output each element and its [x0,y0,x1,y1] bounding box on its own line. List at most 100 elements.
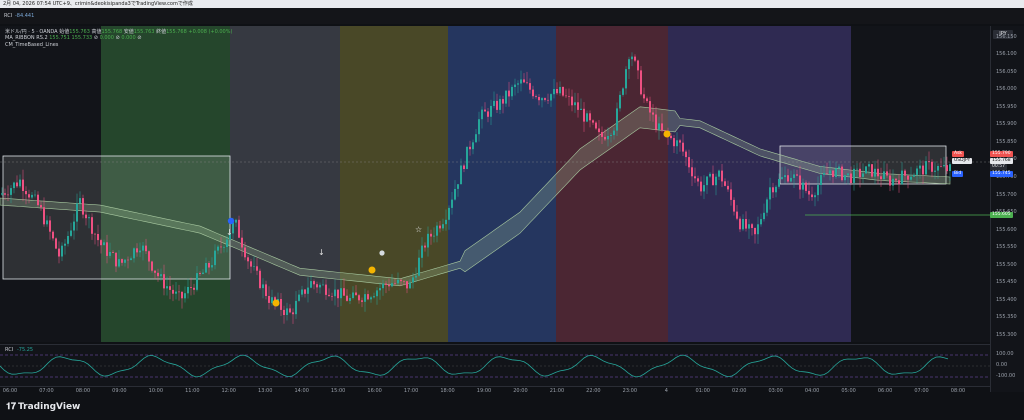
candle-body [319,284,321,288]
candle-body [205,263,207,273]
symbol-legend[interactable]: 米ドル/円 · 5 · OANDA 始値155.763 高値155.768 安値… [5,28,232,35]
session-band-blue [448,26,556,342]
candle-body [844,175,846,181]
time-tick: 07:00 [39,388,54,394]
price-tick: 155.850 [996,138,1017,145]
ribbon-legend[interactable]: MA_RIBBON RS.2 155.751 155.733 ⊘ 0.000 ⊘… [5,35,141,41]
candle-body [136,248,138,253]
candle-body [775,186,777,193]
candle-body [412,277,414,283]
candle-body [166,286,168,289]
currency-badge[interactable]: JPY [993,30,1013,39]
candle-body [154,270,156,273]
price-chart[interactable]: ↓ ↓ ☆ [0,26,990,342]
price-tick: 155.350 [996,314,1017,321]
candle-body [550,94,552,101]
candle-body [463,165,465,169]
tv-logo-icon: 𝟏𝟕 [6,402,17,412]
candle-body [175,291,177,294]
candle-body [1,193,3,195]
candle-body [580,108,582,110]
candle-body [262,284,264,289]
candle-body [544,98,546,100]
candle-body [361,300,363,302]
candle-body [604,136,606,140]
candle-body [715,176,717,186]
candle-body [508,90,510,97]
price-tick: 155.550 [996,244,1017,251]
change-value: +0.008 (+0.00%) [188,29,233,35]
candle-body [280,299,282,310]
candle-body [817,185,819,196]
rci-line [0,354,949,378]
candle-body [424,245,426,248]
price-tick: 155.600 [996,226,1017,233]
candle-body [565,95,567,97]
price-axis[interactable] [990,26,1024,392]
candle-body [904,170,906,176]
candle-body [871,164,873,177]
timebased-legend[interactable]: CM_TimeBased_Lines [5,42,58,48]
candle-body [670,135,672,139]
candle-body [358,295,360,301]
candle-body [178,291,180,293]
candle-body [796,174,798,176]
ribbon-value-3: 0.000 [99,35,114,41]
candles [1,52,951,324]
candle-body [703,185,705,192]
candle-body [856,168,858,170]
candle-body [475,134,477,143]
candle-body [31,194,33,198]
candle-body [313,281,315,285]
ribbon-value-2: 155.733 [71,35,93,41]
candle-body [793,174,795,178]
candle-body [559,87,561,94]
candle-body [394,283,396,284]
rci-panel[interactable]: RCI -75.25 [0,344,990,387]
tradingview-logo[interactable]: 𝟏𝟕 TradingView [6,402,80,412]
candle-body [499,99,501,110]
session-band-gray [230,26,340,342]
ask-price-tag: 155.790 [990,151,1013,157]
candle-body [133,248,135,259]
candle-body [799,175,801,190]
candle-body [622,88,624,95]
candle-body [658,123,660,130]
candle-body [733,199,735,212]
candle-body [637,60,639,71]
ribbon-value-4: 0.000 [121,35,136,41]
candle-body [676,140,678,147]
candle-body [889,175,891,186]
candle-body [511,86,513,97]
candle-body [868,164,870,167]
candle-body [877,168,879,177]
candle-body [268,296,270,303]
candle-body [529,83,531,90]
candle-body [292,312,294,315]
candle-body [883,171,885,180]
candle-body [922,165,924,175]
price-tick: 155.300 [996,331,1017,338]
candle-body [400,279,402,282]
candle-body [739,218,741,230]
candle-body [382,283,384,289]
price-tick: 155.900 [996,121,1017,128]
ask-tag: Ask [952,151,965,157]
low-value: 155.763 [133,29,155,35]
candle-body [802,182,804,190]
candle-body [790,177,792,182]
open-value: 155.763 [69,29,90,35]
candle-body [220,246,222,248]
candle-body [823,173,825,175]
high-label: 高値 [91,29,102,35]
candle-body [820,174,822,185]
candle-body [448,207,450,220]
candle-body [496,100,498,110]
candle-body [46,220,48,225]
candle-body [211,265,213,268]
candle-body [4,193,6,195]
candle-body [256,266,258,271]
candle-body [10,188,12,195]
price-tick: 155.400 [996,296,1017,303]
time-axis[interactable] [0,386,990,397]
